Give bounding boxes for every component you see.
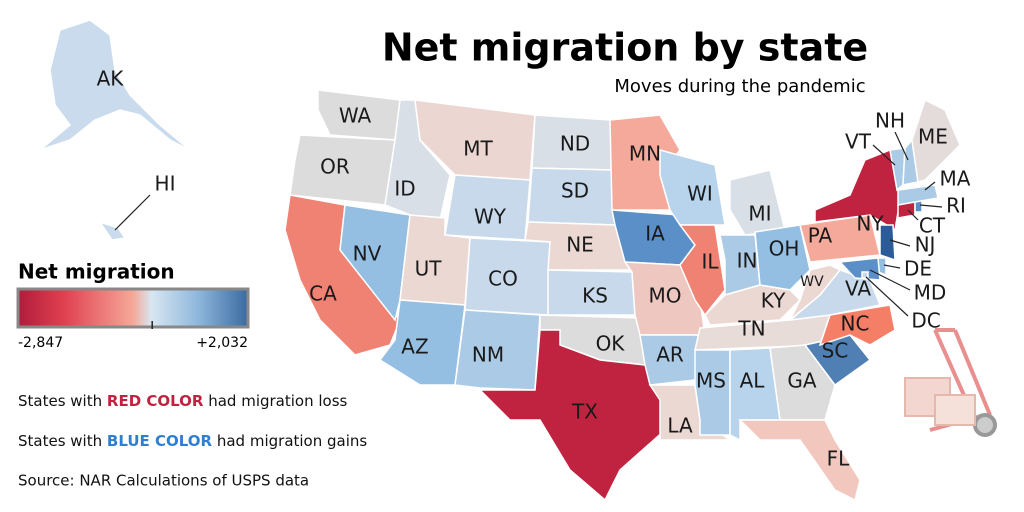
note: States with BLUE COLOR had migration gai… — [18, 432, 367, 450]
state-shape — [861, 271, 869, 279]
state-label: ID — [394, 177, 415, 201]
state-shape — [289, 134, 396, 206]
hand-truck-illustration — [904, 328, 997, 437]
legend-min: -2,847 — [18, 335, 63, 351]
state-label: NY — [856, 212, 884, 236]
state-label: TN — [737, 317, 765, 341]
state-label: NE — [566, 233, 594, 257]
state-shape — [454, 309, 541, 391]
title: Net migration by state — [382, 26, 868, 70]
leader-line — [872, 144, 896, 166]
state-label: SC — [822, 339, 849, 363]
state-label: MO — [649, 284, 682, 308]
state-shape — [39, 19, 191, 151]
state-label: UT — [415, 257, 443, 281]
state-shape — [704, 284, 802, 326]
legend-bar — [16, 287, 250, 329]
state-label: WY — [474, 205, 507, 229]
state-label: MT — [463, 137, 493, 161]
state-shape — [754, 224, 811, 291]
state-label: OR — [320, 155, 350, 179]
note-text: States with — [18, 392, 107, 410]
state-label: WI — [687, 182, 713, 206]
state-label: DE — [904, 257, 932, 281]
state-shape — [879, 224, 896, 262]
state-label: MD — [914, 281, 947, 305]
state-label: CA — [309, 282, 337, 306]
state-shape — [897, 184, 939, 206]
state-shape — [838, 257, 881, 281]
state-label: IL — [701, 250, 719, 274]
source: Source: NAR Calculations of USPS data — [18, 472, 309, 490]
state-label: AL — [740, 369, 766, 393]
note-highlight: RED COLOR — [107, 392, 204, 410]
note-text: had migration loss — [203, 392, 347, 410]
state-label: WV — [800, 274, 824, 290]
state-label: NJ — [915, 233, 936, 257]
state-shape — [639, 334, 701, 386]
state-label: TX — [571, 400, 598, 424]
state-label: WA — [339, 104, 372, 128]
state-label: PA — [808, 224, 833, 248]
state-label: NV — [353, 242, 382, 266]
leader-line — [883, 264, 901, 269]
note-text: States with — [18, 432, 107, 450]
leader-line — [865, 276, 909, 317]
state-shape — [339, 204, 411, 322]
state-label: NC — [841, 312, 870, 336]
subtitle: Moves during the pandemic — [614, 76, 865, 97]
state-label: VT — [845, 130, 872, 154]
leader-line — [924, 181, 936, 191]
state-label: ND — [560, 132, 590, 156]
legend-title: Net migration — [18, 260, 175, 284]
state-label: FL — [827, 447, 851, 471]
leader-line — [894, 131, 909, 161]
state-label: KY — [761, 289, 786, 313]
state-label: AR — [656, 343, 684, 367]
leader-line — [869, 269, 911, 291]
state-label: MI — [748, 202, 771, 226]
state-shape — [98, 220, 127, 241]
state-label: AK — [97, 67, 125, 91]
state-shape — [678, 224, 726, 317]
note: States with RED COLOR had migration loss — [18, 392, 348, 410]
state-label: ME — [918, 125, 948, 149]
state-label: MN — [629, 142, 661, 166]
state-label: OH — [769, 237, 800, 261]
legend-max: +2,032 — [196, 335, 248, 351]
leader-line — [919, 204, 943, 208]
state-shape — [478, 329, 666, 502]
note-highlight: BLUE COLOR — [107, 432, 213, 450]
state-label: OK — [596, 332, 626, 356]
state-label: NM — [472, 343, 504, 367]
state-label: IN — [737, 249, 758, 273]
state-label: VA — [845, 277, 871, 301]
state-label: NH — [875, 109, 905, 133]
state-shape — [738, 419, 861, 502]
state-label: CO — [488, 267, 518, 291]
state-label: HI — [155, 172, 176, 196]
state-label: CT — [919, 214, 946, 238]
state-shape — [694, 349, 731, 436]
leader-line — [907, 209, 919, 221]
state-label: AZ — [401, 335, 428, 359]
state-label: RI — [946, 194, 966, 218]
state-shape — [911, 98, 961, 183]
state-label: MS — [696, 369, 726, 393]
map: AK HI WA OR CA NV ID MT WY UT AZ CO NM ND SD NE KS OK TX MN… — [39, 19, 971, 502]
state-label: LA — [667, 414, 693, 438]
state-shape — [317, 89, 401, 141]
leader-line — [889, 239, 911, 247]
leader-line — [114, 194, 151, 231]
state-label: MA — [940, 167, 971, 191]
state-shape — [789, 264, 842, 321]
state-label: GA — [787, 369, 816, 393]
state-label: KS — [582, 284, 608, 308]
state-label: IA — [645, 222, 665, 246]
state-label: SD — [561, 179, 589, 203]
note-text: had migration gains — [212, 432, 367, 450]
